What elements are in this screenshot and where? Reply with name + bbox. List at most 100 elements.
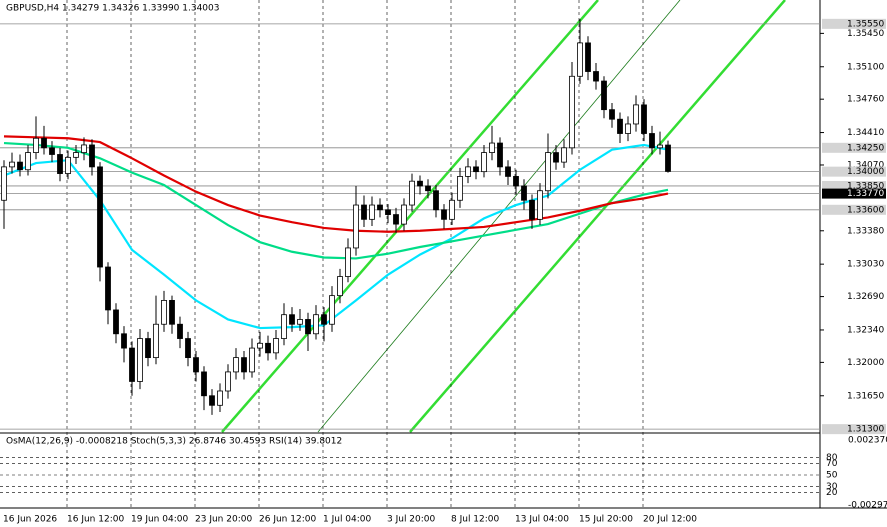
candle-body bbox=[121, 333, 127, 349]
candle-body bbox=[409, 180, 415, 206]
x-tick-label: 16 Jun 2026 bbox=[3, 515, 57, 525]
candle-body bbox=[105, 266, 111, 311]
candle-body bbox=[625, 123, 631, 134]
candle-body bbox=[289, 314, 295, 325]
moving-average bbox=[3, 141, 669, 260]
y-tick-label: 1.33030 bbox=[847, 260, 884, 270]
candle-body bbox=[49, 147, 55, 155]
x-tick-label: 15 Jul 20:00 bbox=[579, 515, 633, 525]
candle-body bbox=[337, 276, 343, 297]
level-label: 1.33850 bbox=[847, 181, 884, 191]
candle-body bbox=[41, 137, 47, 149]
chart-title: GBPUSD,H4 1.34279 1.34326 1.33990 1.3400… bbox=[6, 4, 219, 14]
candle-body bbox=[377, 204, 383, 211]
x-tick-label: 26 Jun 12:00 bbox=[259, 515, 316, 525]
level-tag bbox=[822, 180, 886, 191]
osc-tick-label: 70 bbox=[826, 459, 838, 469]
osma-tick-label: 0.002370 bbox=[848, 436, 887, 446]
x-tick-label: 20 Jul 12:00 bbox=[643, 515, 697, 525]
candle-body bbox=[17, 161, 23, 171]
candle-body bbox=[89, 144, 95, 168]
candle-body bbox=[497, 142, 503, 168]
candle-body bbox=[513, 176, 519, 187]
level-tag bbox=[822, 18, 886, 29]
candle-body bbox=[417, 180, 423, 187]
candle-body bbox=[481, 152, 487, 173]
candle-body bbox=[329, 295, 335, 325]
level-label: 1.35550 bbox=[847, 19, 884, 29]
candle-body bbox=[433, 190, 439, 211]
candle-body bbox=[585, 42, 591, 72]
candle-body bbox=[529, 199, 535, 220]
candle-body bbox=[521, 185, 527, 201]
x-tick-label: 1 Jul 04:00 bbox=[323, 515, 372, 525]
osc-tick-label: 80 bbox=[826, 453, 838, 463]
candle-body bbox=[217, 390, 223, 406]
osc-tick-label: 50 bbox=[826, 471, 838, 481]
candle-body bbox=[369, 204, 375, 220]
candle-body bbox=[385, 209, 391, 215]
candle-body bbox=[169, 299, 175, 325]
candle-body bbox=[33, 137, 39, 153]
candle-body bbox=[129, 347, 135, 382]
candle-body bbox=[313, 314, 319, 335]
moving-average bbox=[3, 135, 669, 233]
candle-body bbox=[569, 75, 575, 149]
moving-average bbox=[3, 143, 669, 330]
candle-body bbox=[545, 152, 551, 192]
channels bbox=[221, 0, 786, 433]
candle-body bbox=[241, 357, 247, 373]
level-label: 1.33770 bbox=[847, 189, 884, 199]
candle-body bbox=[393, 214, 399, 225]
candle-body bbox=[233, 357, 239, 373]
candle-body bbox=[57, 154, 63, 174]
candle-body bbox=[297, 319, 303, 325]
candle-body bbox=[177, 323, 183, 339]
level-tag bbox=[822, 204, 886, 215]
y-tick-label: 1.32000 bbox=[847, 358, 884, 368]
candle-body bbox=[65, 156, 71, 174]
osc-tick-label: 20 bbox=[826, 488, 838, 498]
candle-body bbox=[593, 71, 599, 82]
osc-tick-label: 30 bbox=[826, 482, 838, 492]
level-label: 1.31300 bbox=[847, 425, 884, 435]
candle-body bbox=[353, 204, 359, 249]
level-tag bbox=[822, 188, 886, 199]
y-tick-label: 1.34410 bbox=[847, 128, 884, 138]
candle-body bbox=[1, 166, 7, 201]
y-tick-label: 1.34070 bbox=[847, 160, 884, 170]
channel-line bbox=[221, 0, 599, 433]
x-tick-label: 8 Jul 12:00 bbox=[451, 515, 500, 525]
candle-body bbox=[113, 309, 119, 335]
candle-body bbox=[665, 144, 671, 172]
y-tick-label: 1.35100 bbox=[847, 62, 884, 72]
level-label: 1.34250 bbox=[847, 143, 884, 153]
candle-body bbox=[249, 347, 255, 373]
candle-body bbox=[137, 338, 143, 382]
candle-body bbox=[649, 133, 655, 149]
candle-body bbox=[425, 185, 431, 192]
x-tick-label: 23 Jun 20:00 bbox=[195, 515, 252, 525]
osma-tick-label: -0.002974 bbox=[848, 501, 887, 511]
candle-body bbox=[193, 357, 199, 373]
candle-body bbox=[25, 152, 31, 171]
candle-body bbox=[305, 319, 311, 335]
candle-body bbox=[465, 166, 471, 177]
y-tick-label: 1.34760 bbox=[847, 95, 884, 105]
y-tick-label: 1.33380 bbox=[847, 226, 884, 236]
candle-body bbox=[73, 152, 79, 158]
y-tick-label: 1.32690 bbox=[847, 292, 884, 302]
oscillator-title: OsMA(12,26,9) -0.0008218 Stoch(5,3,3) 26… bbox=[6, 437, 342, 447]
candle-body bbox=[537, 190, 543, 220]
candle-body bbox=[553, 152, 559, 163]
candle-body bbox=[609, 109, 615, 120]
y-tick-label: 1.31650 bbox=[847, 391, 884, 401]
candle-body bbox=[209, 395, 215, 406]
candle-body bbox=[9, 161, 15, 168]
candle-body bbox=[577, 42, 583, 77]
candle-body bbox=[81, 144, 87, 153]
candle-body bbox=[489, 142, 495, 153]
candle-body bbox=[201, 371, 207, 397]
